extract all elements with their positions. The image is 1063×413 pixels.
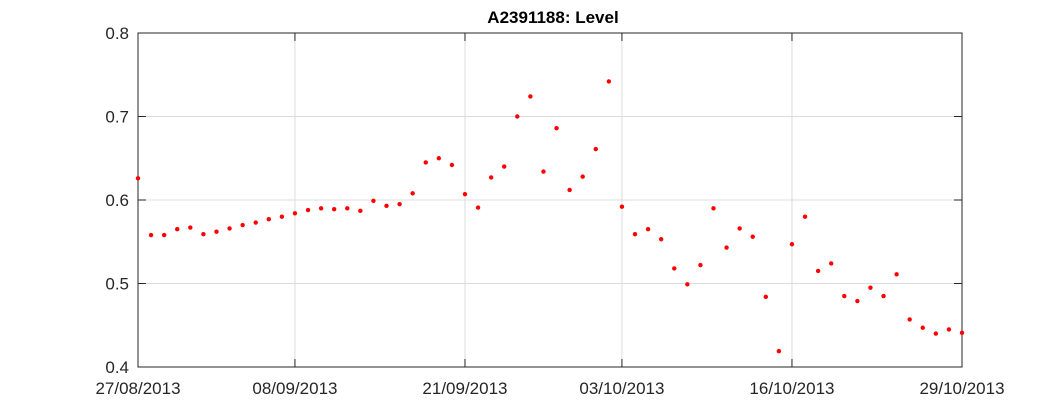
data-point: [946, 327, 952, 332]
y-tick-label: 0.8: [105, 24, 129, 43]
data-point: [253, 220, 258, 225]
data-point: [214, 229, 219, 234]
y-tick-label: 0.4: [105, 358, 129, 377]
data-point: [240, 222, 245, 228]
data-point: [567, 187, 572, 193]
data-point: [658, 237, 664, 242]
data-point: [410, 191, 415, 196]
data-point: [423, 160, 428, 165]
data-point: [685, 282, 690, 287]
data-point: [305, 207, 311, 213]
x-tick-label: 08/09/2013: [252, 379, 337, 398]
grid-lines: [137, 32, 963, 368]
x-tick-label: 03/10/2013: [579, 379, 664, 398]
data-point: [462, 191, 468, 197]
data-point: [763, 294, 769, 300]
data-point: [881, 293, 886, 299]
data-point: [606, 79, 612, 84]
data-point: [266, 217, 271, 222]
data-point: [959, 330, 965, 335]
x-tick-label: 27/08/2013: [95, 379, 180, 398]
data-point: [371, 198, 376, 204]
data-point: [331, 206, 337, 212]
data-point: [449, 162, 455, 168]
data-point: [541, 169, 546, 174]
data-point: [645, 227, 651, 232]
data-points: [135, 79, 965, 354]
data-point: [201, 232, 206, 237]
data-point: [528, 94, 533, 99]
data-point: [384, 203, 389, 209]
data-point: [829, 261, 834, 266]
data-point: [737, 226, 742, 231]
x-tick-label: 29/10/2013: [919, 379, 1004, 398]
data-point: [724, 245, 729, 250]
data-point: [632, 232, 638, 237]
data-point: [868, 285, 873, 290]
data-point: [475, 205, 481, 210]
data-point: [345, 206, 350, 211]
data-point: [135, 176, 141, 181]
data-point: [227, 226, 232, 231]
data-point: [515, 114, 520, 119]
x-tick-label: 16/10/2013: [749, 379, 834, 398]
data-point: [619, 204, 625, 209]
data-point: [711, 206, 716, 211]
y-tick-label: 0.5: [105, 275, 129, 294]
data-point: [436, 156, 442, 161]
data-point: [789, 242, 795, 247]
axis-ticks: 0.4 0.5 0.6 0.7 0.8 27/08/2013 08/09/2013 21/09…: [95, 24, 1004, 398]
data-point: [855, 298, 860, 304]
data-point: [188, 225, 193, 230]
data-point: [698, 262, 703, 268]
data-point: [175, 227, 180, 232]
data-point: [593, 146, 598, 152]
data-point: [907, 317, 912, 322]
data-point: [502, 164, 507, 169]
data-point: [815, 268, 821, 274]
data-point: [894, 272, 899, 277]
data-point: [672, 266, 677, 271]
data-point: [488, 175, 494, 180]
data-point: [318, 206, 324, 211]
data-point: [554, 125, 559, 131]
chart-title: A2391188: Level: [487, 8, 618, 27]
data-point: [161, 232, 167, 238]
data-point: [842, 293, 847, 299]
y-tick-label: 0.6: [105, 191, 129, 210]
data-point: [776, 348, 782, 354]
data-point: [279, 214, 285, 219]
data-point: [580, 174, 585, 179]
data-point: [920, 325, 925, 330]
x-tick-label: 21/09/2013: [422, 379, 507, 398]
data-point: [802, 214, 808, 219]
data-point: [358, 208, 363, 214]
y-tick-label: 0.7: [105, 108, 129, 127]
data-point: [148, 232, 154, 238]
data-point: [397, 201, 402, 207]
data-point: [750, 234, 755, 239]
data-point: [933, 331, 939, 336]
data-point: [292, 211, 298, 216]
